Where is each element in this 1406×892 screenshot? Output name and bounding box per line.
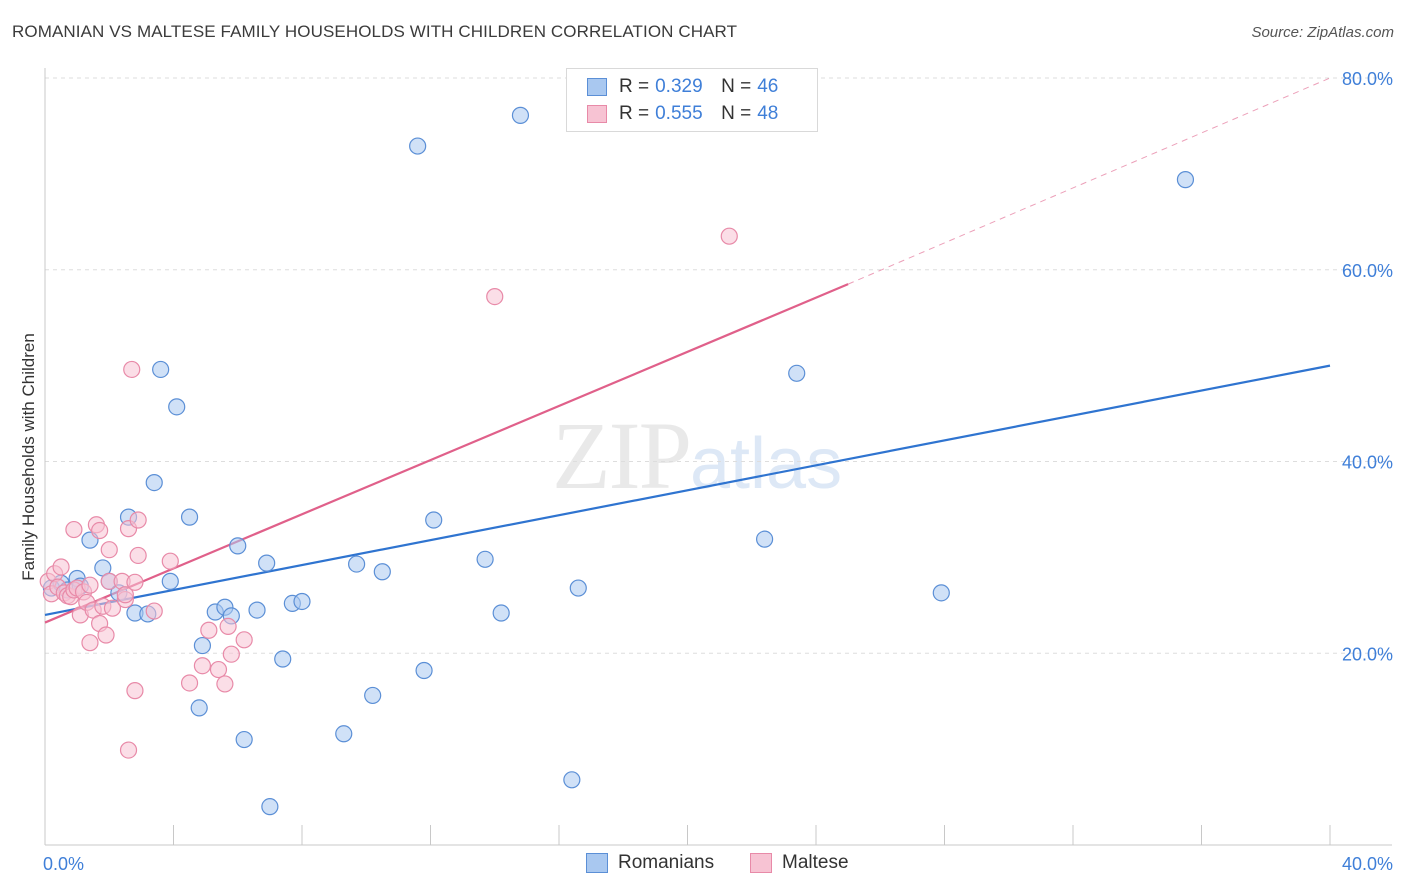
maltese-point	[200, 621, 218, 639]
legend-row-romanians: R = 0.329 N = 46	[587, 75, 778, 99]
maltese-point	[52, 558, 70, 576]
legend-swatch-maltese	[587, 105, 607, 123]
legend-n-label: N =	[721, 76, 752, 97]
maltese-point	[486, 287, 504, 306]
romanians-point	[373, 563, 391, 581]
legend-swatch-romanians	[587, 78, 607, 96]
chart-title: ROMANIAN VS MALTESE FAMILY HOUSEHOLDS WI…	[12, 22, 738, 41]
maltese-point	[126, 682, 144, 700]
maltese-point	[123, 360, 141, 379]
y-axis-label: Family Households with Children	[19, 333, 38, 581]
maltese-point	[161, 552, 179, 570]
romanians-point	[190, 699, 208, 717]
x-tick-label: 40.0%	[1342, 854, 1393, 874]
y-tick-label: 80.0%	[1342, 69, 1393, 89]
bottom-legend-label-maltese: Maltese	[782, 852, 849, 873]
maltese-point	[216, 675, 234, 693]
maltese-point	[97, 626, 115, 644]
romanians-point	[193, 636, 212, 655]
romanians-point	[425, 511, 443, 529]
romanians-point	[161, 572, 179, 590]
bottom-legend-romanians: Romanians	[586, 852, 714, 874]
maltese-trend-line	[44, 283, 849, 624]
bottom-legend-swatch-maltese	[750, 853, 772, 873]
romanians-point	[569, 579, 587, 597]
bottom-legend-maltese: Maltese	[750, 852, 849, 874]
romanians-point	[364, 686, 382, 705]
maltese-point	[100, 541, 118, 559]
maltese-point	[129, 511, 147, 529]
romanians-point	[229, 537, 247, 555]
maltese-trend-extension	[847, 77, 1331, 285]
romanians-point	[152, 360, 170, 379]
romanians-point	[348, 555, 366, 573]
legend-n-value: 48	[757, 103, 779, 124]
romanians-point	[788, 364, 806, 382]
maltese-point	[116, 586, 134, 604]
bottom-legend-label-romanians: Romanians	[618, 852, 715, 873]
maltese-point	[219, 617, 237, 636]
romanians-point	[248, 601, 266, 619]
legend-r-label: R =	[619, 103, 650, 124]
trend-lines	[44, 77, 1331, 624]
maltese-point	[81, 576, 99, 594]
maltese-point	[145, 602, 163, 620]
maltese-point	[180, 674, 199, 692]
legend-r-label: R =	[619, 76, 650, 97]
romanians-point	[335, 725, 353, 743]
legend-row-maltese: R = 0.555 N = 48	[587, 102, 778, 126]
romanians-point	[932, 584, 950, 602]
grid	[45, 77, 1392, 654]
romanians-point	[293, 592, 311, 611]
legend-n-value: 46	[757, 76, 779, 97]
romanians-trend-line	[44, 364, 1331, 616]
romanians-point	[145, 473, 163, 492]
romanians-point	[235, 730, 253, 749]
data-points	[39, 106, 1195, 816]
romanians-point	[180, 508, 199, 526]
romanians-point	[261, 798, 279, 816]
axes	[44, 68, 1392, 846]
y-tick-label: 60.0%	[1342, 261, 1393, 281]
romanians-point	[563, 771, 581, 789]
y-tick-label: 20.0%	[1342, 644, 1393, 664]
romanians-point	[415, 661, 433, 680]
romanians-point	[274, 650, 292, 668]
maltese-point	[103, 599, 122, 617]
source-label: Source: ZipAtlas.com	[1251, 24, 1394, 41]
maltese-point	[129, 546, 147, 565]
romanians-point	[168, 398, 186, 416]
romanians-point	[1176, 171, 1195, 189]
maltese-point	[222, 645, 240, 663]
romanians-point	[755, 530, 774, 548]
maltese-point	[235, 631, 253, 649]
maltese-point	[193, 657, 212, 675]
maltese-point	[65, 520, 83, 539]
romanians-point	[511, 106, 530, 124]
bottom-legend-swatch-romanians	[586, 853, 608, 873]
y-tick-label: 40.0%	[1342, 453, 1393, 473]
romanians-point	[492, 604, 510, 622]
legend: R = 0.329 N = 46 R = 0.555 N = 48	[566, 68, 818, 132]
maltese-point	[119, 741, 138, 759]
maltese-point	[91, 521, 109, 540]
legend-r-value: 0.329	[655, 76, 703, 97]
legend-r-value: 0.555	[655, 103, 703, 124]
legend-n-label: N =	[721, 103, 752, 124]
romanians-point	[409, 137, 427, 155]
maltese-point	[720, 227, 738, 245]
romanians-point	[258, 554, 276, 572]
maltese-point	[209, 660, 228, 679]
tick-labels: 20.0% 40.0% 60.0% 80.0% 0.0% 40.0%	[43, 69, 1393, 874]
maltese-point	[126, 573, 144, 591]
x-tick-label: 0.0%	[43, 854, 84, 874]
romanians-point	[476, 550, 494, 568]
maltese-point	[81, 634, 99, 652]
